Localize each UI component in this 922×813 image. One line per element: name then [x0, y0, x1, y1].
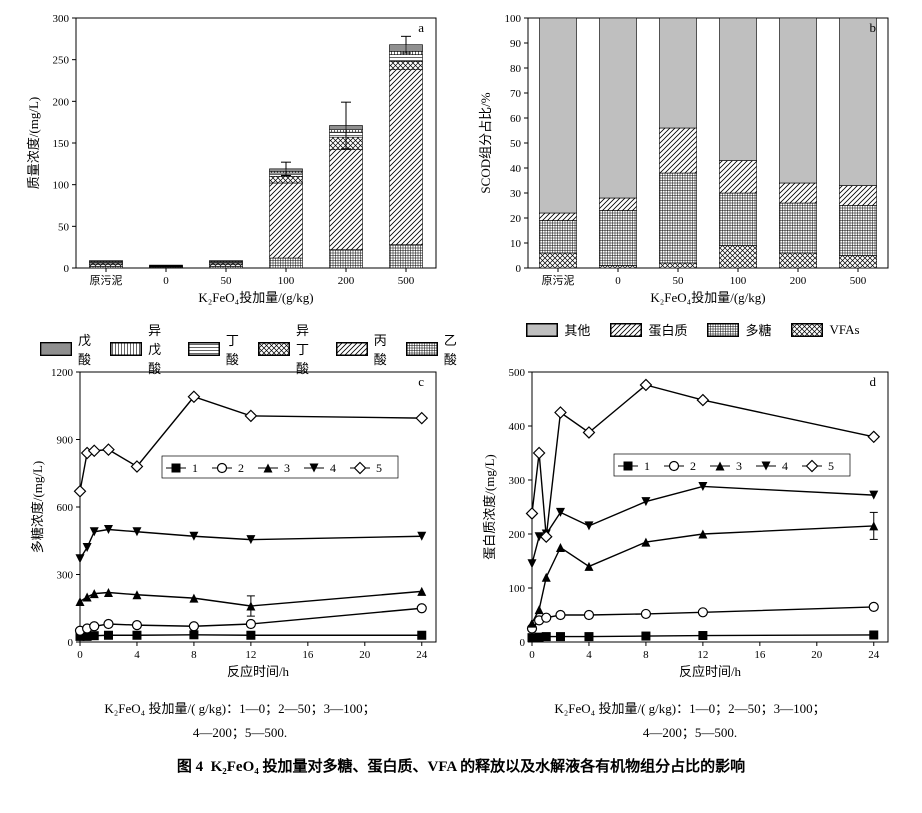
svg-text:0: 0: [77, 649, 83, 661]
legend-label: 蛋白质: [648, 320, 687, 339]
svg-text:d: d: [870, 374, 877, 389]
svg-text:0: 0: [529, 649, 535, 661]
panel-a: 0 50 100 150 200 250 300 原污泥 0 50 100 200 500 K₂FeO₄投…: [18, 8, 458, 318]
dose-note-c1: K₂FeO₄ 投加量/( g/kg)：1—0；2—50；3—100；: [40, 698, 440, 717]
svg-text:50: 50: [673, 275, 685, 287]
svg-text:质量浓度/(mg/L): 质量浓度/(mg/L): [26, 97, 41, 189]
svg-text:200: 200: [509, 529, 526, 541]
panel-d: 010020030040050004812162024反应时间/h蛋白质浓度/(…: [470, 362, 910, 692]
chart-b-svg: 0 10 20 30 40 50 60 70 80 90 100 原污泥 0 50 100 200 500 K₂F…: [470, 8, 910, 318]
legend-a: 戊酸异戊酸丁酸异丁酸丙酸乙酸: [40, 320, 470, 348]
svg-text:80: 80: [510, 63, 522, 75]
svg-text:0: 0: [615, 275, 621, 287]
svg-text:10: 10: [510, 238, 522, 250]
svg-text:0: 0: [163, 275, 169, 287]
svg-text:300: 300: [57, 570, 74, 582]
svg-text:50: 50: [221, 275, 233, 287]
svg-text:20: 20: [510, 213, 522, 225]
svg-text:100: 100: [505, 13, 522, 25]
svg-text:多糖浓度/(mg/L): 多糖浓度/(mg/L): [30, 461, 45, 553]
legend-label: 多糖: [745, 320, 771, 339]
svg-text:c: c: [418, 374, 424, 389]
figure-label: 图 4: [177, 759, 203, 775]
svg-text:反应时间/h: 反应时间/h: [679, 664, 742, 679]
svg-text:100: 100: [509, 583, 526, 595]
svg-text:16: 16: [302, 649, 314, 661]
svg-text:3: 3: [284, 461, 290, 475]
svg-text:蛋白质浓度/(mg/L): 蛋白质浓度/(mg/L): [482, 454, 497, 559]
svg-text:60: 60: [510, 113, 522, 125]
svg-text:300: 300: [509, 475, 526, 487]
svg-text:SCOD组分占比/%: SCOD组分占比/%: [478, 92, 493, 193]
svg-text:8: 8: [191, 649, 197, 661]
svg-text:70: 70: [510, 88, 522, 100]
svg-text:0: 0: [64, 263, 70, 275]
chart-c-svg: 0300600900120004812162024反应时间/h多糖浓度/(mg/…: [18, 362, 458, 692]
svg-text:100: 100: [278, 275, 295, 287]
legend-label: VFAs: [829, 322, 859, 338]
svg-text:K₂FeO₄投加量/(g/kg): K₂FeO₄投加量/(g/kg): [650, 290, 765, 305]
svg-text:0: 0: [68, 637, 74, 649]
svg-text:4: 4: [586, 649, 592, 661]
svg-text:20: 20: [359, 649, 371, 661]
svg-text:5: 5: [828, 459, 834, 473]
svg-text:90: 90: [510, 38, 522, 50]
dose-note-d1: K₂FeO₄ 投加量/( g/kg)：1—0；2—50；3—100；: [490, 698, 890, 717]
svg-text:100: 100: [53, 180, 70, 192]
svg-text:500: 500: [398, 275, 415, 287]
svg-text:2: 2: [238, 461, 244, 475]
svg-text:30: 30: [510, 188, 522, 200]
svg-text:400: 400: [509, 421, 526, 433]
svg-text:0: 0: [520, 637, 526, 649]
legend-b: 其他 蛋白质 多糖 VFAs: [490, 320, 910, 348]
svg-text:4: 4: [330, 461, 336, 475]
svg-text:20: 20: [811, 649, 823, 661]
svg-text:200: 200: [338, 275, 355, 287]
svg-text:反应时间/h: 反应时间/h: [227, 664, 290, 679]
svg-text:8: 8: [643, 649, 649, 661]
svg-text:1: 1: [192, 461, 198, 475]
svg-text:K₂FeO₄投加量/(g/kg): K₂FeO₄投加量/(g/kg): [198, 290, 313, 305]
figure-title: K₂FeO₄ 投加量对多糖、蛋白质、VFA 的释放以及水解液各有机物组分占比的影…: [211, 759, 746, 775]
svg-text:200: 200: [790, 275, 807, 287]
svg-text:24: 24: [416, 649, 428, 661]
svg-text:12: 12: [245, 649, 256, 661]
svg-text:24: 24: [868, 649, 880, 661]
svg-text:40: 40: [510, 163, 522, 175]
svg-text:4: 4: [134, 649, 140, 661]
panel-c: 0300600900120004812162024反应时间/h多糖浓度/(mg/…: [18, 362, 458, 692]
svg-text:150: 150: [53, 138, 70, 150]
dose-note-d2: 4—200；5—500.: [490, 722, 890, 741]
figure-container: 050100150200250300原污泥050100200500K₂FeO₄投…: [0, 0, 922, 813]
svg-text:0: 0: [516, 263, 522, 275]
svg-text:b: b: [870, 20, 877, 35]
figure-caption: 图 4 K₂FeO₄ 投加量对多糖、蛋白质、VFA 的释放以及水解液各有机物组分…: [0, 755, 922, 776]
svg-text:50: 50: [510, 138, 522, 150]
svg-text:300: 300: [53, 13, 70, 25]
legend-label: 其他: [564, 320, 590, 339]
svg-text:100: 100: [730, 275, 747, 287]
svg-text:16: 16: [754, 649, 766, 661]
svg-text:1: 1: [644, 459, 650, 473]
dose-note-c2: 4—200；5—500.: [40, 722, 440, 741]
svg-text:200: 200: [53, 96, 70, 108]
svg-text:250: 250: [53, 55, 70, 67]
svg-text:原污泥: 原污泥: [90, 274, 123, 287]
svg-text:600: 600: [57, 502, 74, 514]
svg-text:3: 3: [736, 459, 742, 473]
svg-text:a: a: [418, 20, 424, 35]
panel-b: 0 10 20 30 40 50 60 70 80 90 100 原污泥 0 50 100 200 500 K₂F…: [470, 8, 910, 318]
svg-text:原污泥: 原污泥: [542, 274, 575, 287]
svg-text:4: 4: [782, 459, 788, 473]
svg-text:1200: 1200: [51, 367, 74, 379]
svg-text:900: 900: [57, 435, 74, 447]
chart-a-svg: 0 50 100 150 200 250 300 原污泥 0 50 100 200 500 K₂FeO₄投…: [18, 8, 458, 318]
chart-d-svg: 010020030040050004812162024反应时间/h蛋白质浓度/(…: [470, 362, 910, 692]
svg-text:50: 50: [58, 221, 70, 233]
svg-text:5: 5: [376, 461, 382, 475]
svg-text:12: 12: [697, 649, 708, 661]
svg-text:500: 500: [509, 367, 526, 379]
svg-text:2: 2: [690, 459, 696, 473]
svg-text:500: 500: [850, 275, 867, 287]
